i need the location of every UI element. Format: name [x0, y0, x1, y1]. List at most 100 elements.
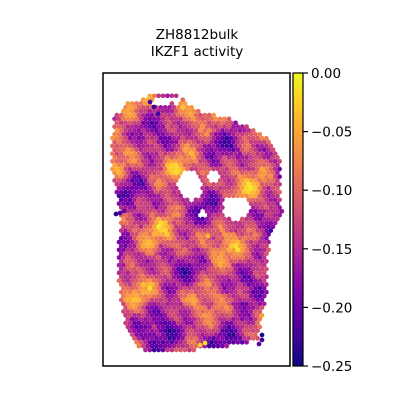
spot: [187, 162, 192, 168]
spot: [202, 120, 208, 126]
spot: [279, 208, 285, 214]
spot: [151, 124, 157, 129]
spot: [160, 270, 166, 276]
spot: [253, 185, 258, 191]
spot: [178, 285, 183, 291]
spot: [154, 274, 159, 280]
spot: [165, 262, 170, 268]
spot: [244, 301, 249, 307]
spot: [143, 155, 148, 160]
spot: [204, 147, 210, 153]
spot: [151, 255, 157, 260]
spot: [147, 255, 153, 260]
spot: [187, 247, 192, 253]
spot: [259, 251, 265, 257]
spot: [182, 162, 188, 168]
spot: [209, 255, 214, 260]
spot: [264, 158, 269, 164]
spot: [171, 266, 177, 272]
chart-title: ZH8812bulk: [156, 27, 239, 43]
spot: [255, 282, 260, 287]
spot: [116, 170, 122, 176]
spot: [250, 205, 256, 210]
spot: [237, 228, 243, 233]
spot: [211, 158, 216, 164]
spot: [149, 336, 155, 341]
spot: [275, 185, 280, 191]
spot: [224, 305, 230, 310]
spot: [123, 297, 128, 303]
spot: [237, 151, 243, 156]
spot: [160, 347, 166, 353]
spot: [244, 193, 249, 199]
spot: [231, 309, 236, 314]
spot: [217, 216, 223, 222]
spot: [178, 332, 183, 337]
spot: [167, 235, 172, 241]
spot: [237, 289, 243, 295]
spot: [149, 282, 155, 287]
spot: [165, 285, 170, 291]
spot: [213, 339, 219, 345]
spot: [204, 224, 210, 230]
spot: [145, 212, 150, 218]
spot: [136, 251, 142, 257]
spot: [266, 139, 271, 145]
spot: [134, 224, 139, 230]
spot: [257, 262, 263, 268]
spot: [253, 316, 258, 322]
spot: [213, 232, 219, 237]
spot: [244, 155, 249, 160]
spot: [121, 293, 126, 299]
spot: [242, 312, 247, 318]
spot: [239, 185, 245, 191]
spot: [173, 116, 179, 122]
spot: [198, 274, 203, 280]
spot: [176, 174, 181, 180]
spot: [215, 205, 221, 210]
spot: [169, 316, 175, 322]
spot: [235, 185, 241, 191]
spot: [266, 193, 271, 199]
spot: [165, 170, 170, 176]
spot: [259, 151, 265, 156]
spot: [217, 201, 223, 206]
spot: [195, 232, 201, 237]
spot: [231, 162, 236, 168]
spot: [211, 182, 216, 187]
spot: [248, 216, 254, 222]
spot: [239, 278, 245, 283]
spot: [165, 224, 170, 230]
spot: [173, 124, 179, 129]
spot: [160, 293, 166, 299]
spot: [211, 189, 216, 195]
spot: [149, 297, 155, 303]
spot: [180, 228, 186, 233]
spot: [213, 124, 219, 129]
spot: [261, 201, 267, 206]
spot: [149, 182, 155, 187]
spot: [187, 316, 192, 322]
spot: [149, 120, 155, 126]
spot: [270, 147, 276, 153]
spot: [204, 301, 210, 307]
spot: [246, 166, 252, 172]
spot: [156, 208, 161, 214]
spot: [125, 255, 131, 260]
spot: [167, 182, 172, 187]
spot: [145, 266, 150, 272]
spot: [143, 124, 148, 129]
spot: [138, 224, 144, 230]
spot: [191, 247, 197, 253]
colorbar-tick-label: −0.05: [311, 125, 352, 141]
spot: [239, 293, 245, 299]
spot: [121, 201, 126, 206]
spot: [145, 305, 150, 310]
spot: [184, 205, 190, 210]
spot: [143, 224, 148, 230]
spot: [213, 255, 219, 260]
spot: [158, 289, 164, 295]
spot: [217, 131, 223, 137]
spot: [154, 166, 159, 172]
spot: [125, 193, 131, 199]
